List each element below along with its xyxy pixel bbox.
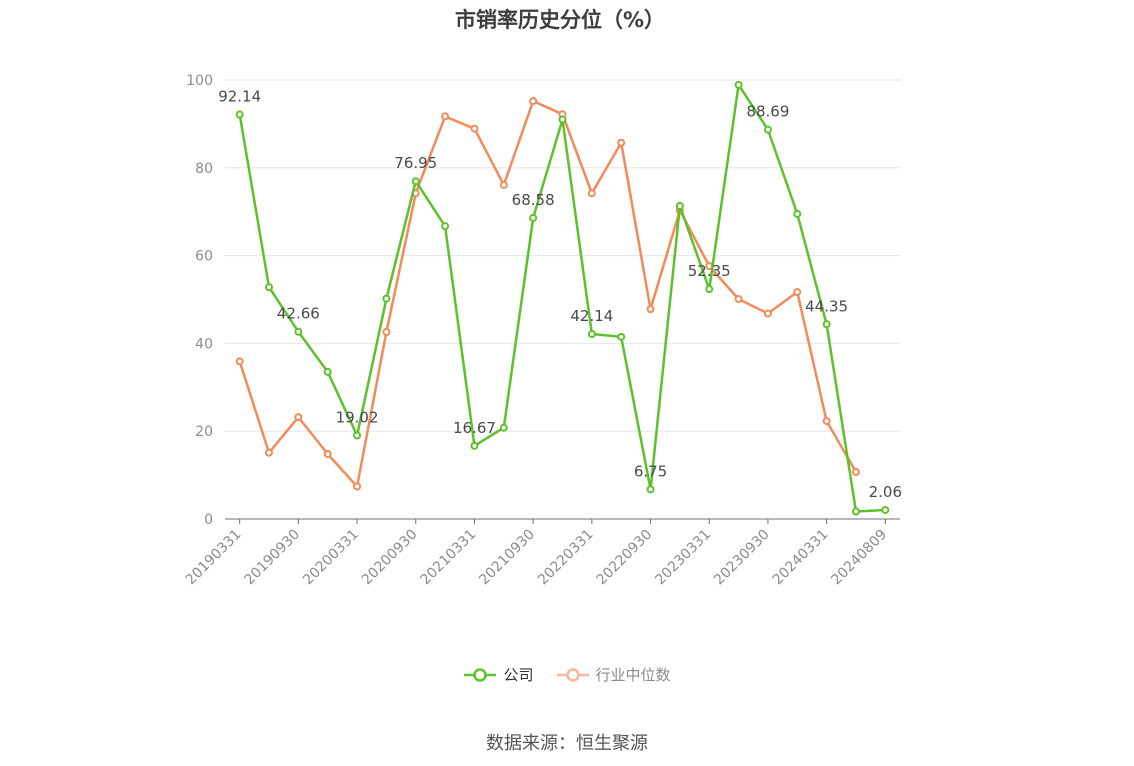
y-tick-label: 80 (195, 161, 213, 177)
company-point (822, 320, 831, 329)
x-tick-label: 20230331 (652, 527, 714, 589)
data-label: 2.06 (869, 483, 902, 501)
industry-median-point (822, 417, 831, 426)
data-label: 92.14 (218, 88, 261, 106)
data-label: 68.58 (512, 191, 555, 209)
company-point (529, 213, 538, 222)
company-point (323, 367, 332, 376)
industry-median-point (793, 288, 802, 297)
data-label: 44.35 (805, 297, 848, 315)
company-point (235, 110, 244, 119)
industry-median-point (323, 450, 332, 459)
legend-label-industry-median: 行业中位数 (595, 666, 671, 684)
company-point (411, 177, 420, 186)
company-point (617, 332, 626, 341)
industry-median-point (499, 180, 508, 189)
industry-median-point (851, 468, 860, 477)
industry-median-point (294, 413, 303, 422)
company-point (353, 431, 362, 440)
company-point (441, 222, 450, 231)
data-label: 19.02 (336, 409, 379, 427)
x-tick-label: 20190331 (183, 527, 245, 589)
legend-item-company[interactable]: 公司 (463, 664, 534, 685)
source-note: 数据来源：恒生聚源 (486, 733, 648, 754)
data-label: 16.67 (453, 419, 496, 437)
company-point (558, 115, 567, 124)
x-tick-label: 20240331 (770, 527, 832, 589)
company-point (851, 507, 860, 516)
industry-median-point (353, 482, 362, 491)
y-tick-label: 100 (186, 73, 213, 89)
grid-lines (225, 79, 900, 432)
legend-industry-median-icon (556, 667, 589, 682)
industry-median-point (734, 295, 743, 304)
line-chart: 0 20 40 60 80 100 2019033120190930202003312020… (183, 73, 902, 588)
data-labels: 92.14 42.66 19.02 76.95 16.67 68.58 42.14 6.75 5… (218, 88, 902, 501)
company-point (587, 330, 596, 339)
legend-company-icon (464, 667, 497, 682)
company-point (470, 441, 479, 450)
data-label: 42.66 (277, 305, 320, 323)
x-tick-label: 20190930 (241, 527, 303, 589)
company-point (382, 294, 391, 303)
industry-median-point (470, 124, 479, 133)
legend-item-industry-median[interactable]: 行业中位数 (556, 664, 671, 685)
y-tick-label: 0 (204, 512, 213, 528)
x-tick-label: 20230930 (711, 527, 773, 589)
company-point (763, 125, 772, 134)
data-label: 42.14 (570, 307, 613, 325)
x-tick-label: 20200930 (359, 527, 421, 589)
company-point (265, 283, 274, 292)
x-tick-label: 20210930 (476, 527, 538, 589)
company-point (675, 201, 684, 210)
company-point (793, 209, 802, 218)
data-label: 6.75 (634, 462, 667, 480)
y-tick-label: 20 (195, 424, 213, 440)
industry-median-point (763, 309, 772, 318)
y-tick-label: 60 (195, 249, 213, 265)
industry-median-point (587, 189, 596, 198)
company-point (734, 80, 743, 89)
legend-label-company: 公司 (503, 666, 534, 684)
industry-median-point (441, 112, 450, 121)
industry-median-point (382, 327, 391, 336)
industry-median-point (646, 305, 655, 314)
industry-median-point (529, 97, 538, 106)
industry-median-point (265, 448, 274, 457)
chart-title: 市销率历史分位（%） (454, 8, 666, 32)
data-label: 52.35 (688, 262, 731, 280)
company-point (294, 327, 303, 336)
x-tick-label: 20200331 (300, 527, 362, 589)
industry-median-point (235, 357, 244, 366)
data-label: 76.95 (394, 154, 437, 172)
series-lines (235, 80, 890, 516)
company-point (499, 423, 508, 432)
company-point (646, 485, 655, 494)
y-tick-label: 40 (195, 336, 213, 352)
industry-median-point (617, 138, 626, 147)
x-tick-label: 20240809 (828, 527, 890, 589)
data-label: 88.69 (746, 103, 789, 121)
x-tick-label: 20220930 (594, 527, 656, 589)
industry-median-line (238, 99, 858, 488)
x-tick-label: 20210331 (418, 527, 480, 589)
company-point (881, 505, 890, 514)
legend: 公司 行业中位数 (0, 664, 1134, 685)
x-tick-label: 20220331 (535, 527, 597, 589)
company-point (705, 285, 714, 294)
axes: 0 20 40 60 80 100 2019033120190930202003312020… (183, 73, 900, 588)
